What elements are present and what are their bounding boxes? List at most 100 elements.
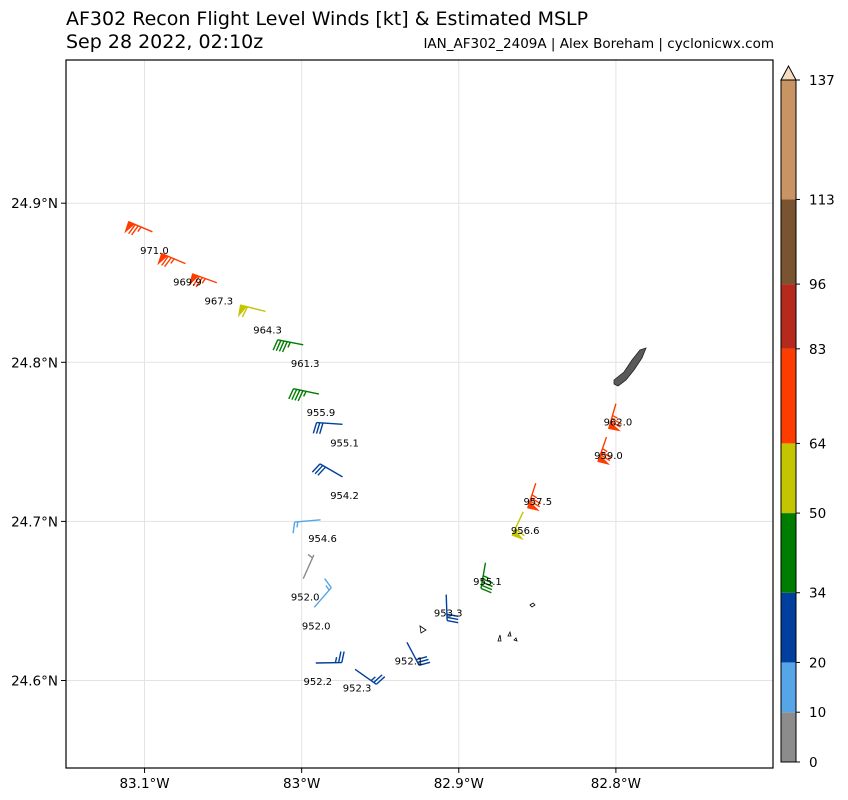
- barb-full: [195, 277, 203, 288]
- colorbar-segment: [781, 199, 796, 285]
- barb-full: [446, 613, 459, 617]
- y-tick-label: 24.7°N: [11, 514, 58, 530]
- barb-full: [481, 581, 493, 588]
- wind-barb: [511, 511, 525, 541]
- barb-half: [137, 226, 142, 233]
- wind-barb: [313, 578, 332, 608]
- barb-full: [480, 587, 492, 594]
- wind-barb: [188, 273, 218, 288]
- wind-barb: [608, 403, 622, 432]
- barb-shaft: [316, 421, 343, 426]
- colorbar-segment: [781, 443, 796, 514]
- barb-shaft: [354, 668, 377, 685]
- mslp-label: 955.9: [307, 408, 336, 419]
- barb-full: [611, 417, 622, 425]
- barb-flag: [237, 304, 248, 318]
- mslp-label: 954.6: [308, 534, 337, 545]
- wind-barb: [315, 651, 345, 664]
- wind-barb: [406, 641, 431, 666]
- colorbar-tick-label: 0: [809, 755, 818, 771]
- chart-subtitle: Sep 28 2022, 02:10z: [66, 31, 264, 53]
- mslp-label: 957.5: [523, 497, 552, 508]
- colorbar-segment: [781, 80, 796, 200]
- barb-full: [272, 339, 279, 351]
- barb-half: [531, 494, 538, 499]
- colorbar-extend-arrow: [780, 64, 797, 81]
- mslp-label: 952.3: [343, 683, 372, 694]
- mslp-label: 952.1: [395, 656, 424, 667]
- wind-barb: [272, 339, 304, 353]
- barb-shaft: [406, 641, 420, 666]
- mslp-label: 954.2: [330, 491, 359, 502]
- barb-full: [297, 390, 304, 402]
- island-shape: [529, 602, 536, 608]
- barb-full: [281, 341, 288, 353]
- barb-full: [482, 578, 494, 584]
- barb-full: [530, 497, 542, 505]
- chart-title-block: AF302 Recon Flight Level Winds [kt] & Es…: [66, 8, 588, 54]
- barb-full: [529, 500, 541, 508]
- colorbar-segment: [781, 513, 796, 593]
- x-tick-label: 82.9°W: [434, 776, 484, 792]
- barb-flag: [608, 421, 621, 432]
- mslp-label: 952.0: [291, 593, 320, 604]
- barb-full: [311, 463, 321, 473]
- mslp-label: 955.1: [473, 577, 502, 588]
- barb-shaft: [319, 463, 343, 478]
- island-shape: [613, 347, 647, 387]
- barb-full: [192, 275, 200, 287]
- islands: [419, 347, 647, 642]
- mslp-label: 961.3: [291, 359, 320, 370]
- barb-full: [164, 257, 172, 268]
- barb-full: [161, 255, 169, 266]
- barb-full: [288, 388, 295, 400]
- barb-full: [418, 661, 431, 666]
- barb-half: [201, 278, 206, 284]
- map-frame: [65, 59, 774, 769]
- barb-half: [334, 656, 338, 663]
- barb-flag: [124, 221, 136, 234]
- colorbar-tick-label: 50: [809, 506, 826, 522]
- mslp-label: 956.6: [511, 526, 540, 537]
- barb-half: [325, 585, 330, 591]
- barb-full: [275, 340, 282, 352]
- colorbar-frame: [780, 79, 797, 763]
- barb-shaft: [302, 554, 315, 579]
- colorbar-tick-label: 20: [809, 655, 826, 671]
- colorbar-segment: [781, 662, 796, 713]
- map-axes: 83.1°W 83°W 82.9°W 82.8°W 24.9°N 24.8°N 24.7°N…: [11, 196, 641, 792]
- map-grid: [66, 60, 773, 768]
- barb-flag: [188, 273, 200, 286]
- barb-full: [319, 422, 324, 434]
- colorbar-segment: [781, 592, 796, 663]
- barb-full: [324, 578, 332, 589]
- island-shape: [513, 637, 518, 642]
- mslp-label: 952.2: [303, 677, 332, 688]
- barb-full: [294, 389, 301, 401]
- mslp-label: 964.3: [253, 325, 282, 336]
- wind-barb: [292, 519, 321, 534]
- mslp-label: 959.0: [594, 451, 623, 462]
- colorbar: 0 10 20 34 50 64 83 96 113 137: [780, 64, 835, 771]
- barb-full: [241, 306, 249, 318]
- wind-barb: [311, 463, 343, 478]
- barb-full: [315, 422, 321, 434]
- colorbar-tick-label: 64: [809, 436, 826, 452]
- x-tick-label: 83.1°W: [119, 776, 169, 792]
- barb-full: [292, 521, 296, 534]
- mslp-label: 952.0: [302, 621, 331, 632]
- y-tick-label: 24.8°N: [11, 355, 58, 371]
- wind-barb: [445, 594, 459, 624]
- barb-shaft: [313, 587, 332, 608]
- wind-barb: [237, 304, 266, 318]
- barb-full: [317, 466, 327, 476]
- barb-full: [131, 225, 139, 236]
- barb-full: [341, 651, 345, 663]
- wind-barb: [288, 388, 320, 402]
- barb-half: [170, 258, 175, 264]
- barb-flag: [527, 501, 540, 512]
- barb-full: [601, 451, 612, 459]
- mslp-label: 967.3: [205, 297, 234, 308]
